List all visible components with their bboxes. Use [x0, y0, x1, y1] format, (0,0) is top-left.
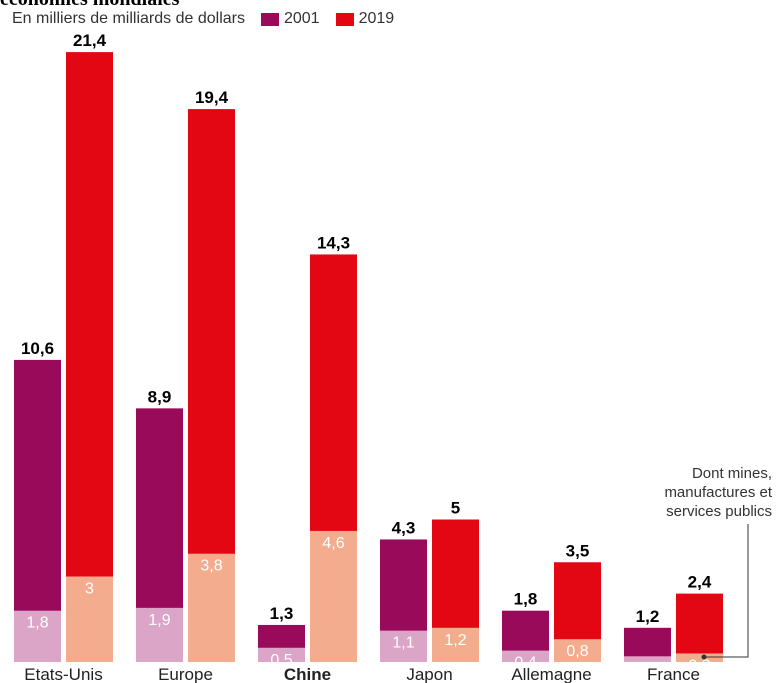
- bar-sub-japon-2001: [380, 630, 427, 662]
- unit-label: En milliers de milliards de dollars: [12, 10, 245, 27]
- value-label-japon-2019: 5: [451, 499, 460, 518]
- value-label-japon-2001: 4,3: [392, 518, 416, 537]
- value-label-europe-2019: 19,4: [195, 88, 229, 107]
- category-label-etats-unis: Etats-Unis: [24, 665, 102, 683]
- bars-group: 10,6 1,8 21,4 3 Etats-Unis 8,9 1,9 19,4 3,8 Europ…: [14, 31, 723, 683]
- legend-label-2019: 2019: [358, 10, 395, 27]
- sub-label-france-2001: 0,2: [636, 660, 658, 677]
- sub-label-europe-2001: 1,9: [148, 612, 170, 629]
- sub-label-chine-2019: 4,6: [322, 535, 344, 552]
- category-label-japon: Japon: [406, 665, 452, 683]
- sub-label-allemagne-2001: 0,4: [514, 655, 536, 672]
- annotation-line-3: services publics: [666, 503, 772, 520]
- bar-sub-etats-unis-2019: [66, 576, 113, 662]
- bar-sub-chine-2001: [258, 647, 305, 662]
- annotation-line-2: manufactures et: [664, 484, 772, 501]
- legend-swatch-2019: [335, 12, 354, 26]
- bar-sub-france-2001: [624, 656, 671, 662]
- bar-france-2019: [676, 593, 723, 662]
- annotation-leader-line: [704, 524, 749, 658]
- value-label-etats-unis-2001: 10,6: [21, 339, 54, 358]
- value-label-allemagne-2001: 1,8: [514, 590, 538, 609]
- bar-sub-allemagne-2019: [554, 639, 601, 662]
- bar-sub-etats-unis-2001: [14, 610, 61, 662]
- value-label-chine-2001: 1,3: [270, 604, 294, 623]
- sub-label-japon-2019: 1,2: [444, 632, 466, 649]
- value-label-france-2001: 1,2: [636, 607, 660, 626]
- value-label-chine-2019: 14,3: [317, 233, 350, 252]
- sub-label-chine-2001: 0,5: [270, 652, 292, 669]
- sub-label-france-2019: 0,3: [688, 657, 710, 674]
- bar-etats-unis-2019: [66, 52, 113, 663]
- sub-label-etats-unis-2019: 3: [85, 581, 94, 598]
- sub-label-japon-2001: 1,1: [392, 635, 414, 652]
- chart-title: économies mondiales: [0, 0, 179, 11]
- bar-sub-allemagne-2001: [502, 650, 549, 662]
- chart-header: En milliers de milliards de dollars 2001…: [12, 10, 394, 28]
- bar-sub-europe-2019: [188, 553, 235, 662]
- value-label-etats-unis-2019: 21,4: [73, 31, 107, 50]
- bar-sub-europe-2001: [136, 607, 183, 662]
- category-label-france: France: [647, 665, 700, 683]
- legend-swatch-2001: [260, 12, 279, 26]
- value-label-europe-2001: 8,9: [148, 387, 172, 406]
- category-label-europe: Europe: [158, 665, 213, 683]
- category-label-allemagne: Allemagne: [511, 665, 591, 683]
- category-label-chine: Chine: [284, 665, 331, 683]
- annotation-line-1: Dont mines,: [692, 465, 772, 482]
- annotation-group: Dont mines, manufactures et services pub…: [664, 465, 773, 660]
- bar-sub-chine-2019: [310, 530, 357, 662]
- bar-sub-france-2019: [676, 653, 723, 662]
- legend-label-2001: 2001: [283, 10, 320, 27]
- sub-label-allemagne-2019: 0,8: [566, 643, 588, 660]
- bar-sub-japon-2019: [432, 627, 479, 662]
- sub-label-etats-unis-2001: 1,8: [26, 615, 48, 632]
- sub-label-europe-2019: 3,8: [200, 558, 222, 575]
- value-label-allemagne-2019: 3,5: [566, 541, 590, 560]
- annotation-leader-dot: [701, 654, 707, 660]
- value-label-france-2019: 2,4: [688, 573, 712, 592]
